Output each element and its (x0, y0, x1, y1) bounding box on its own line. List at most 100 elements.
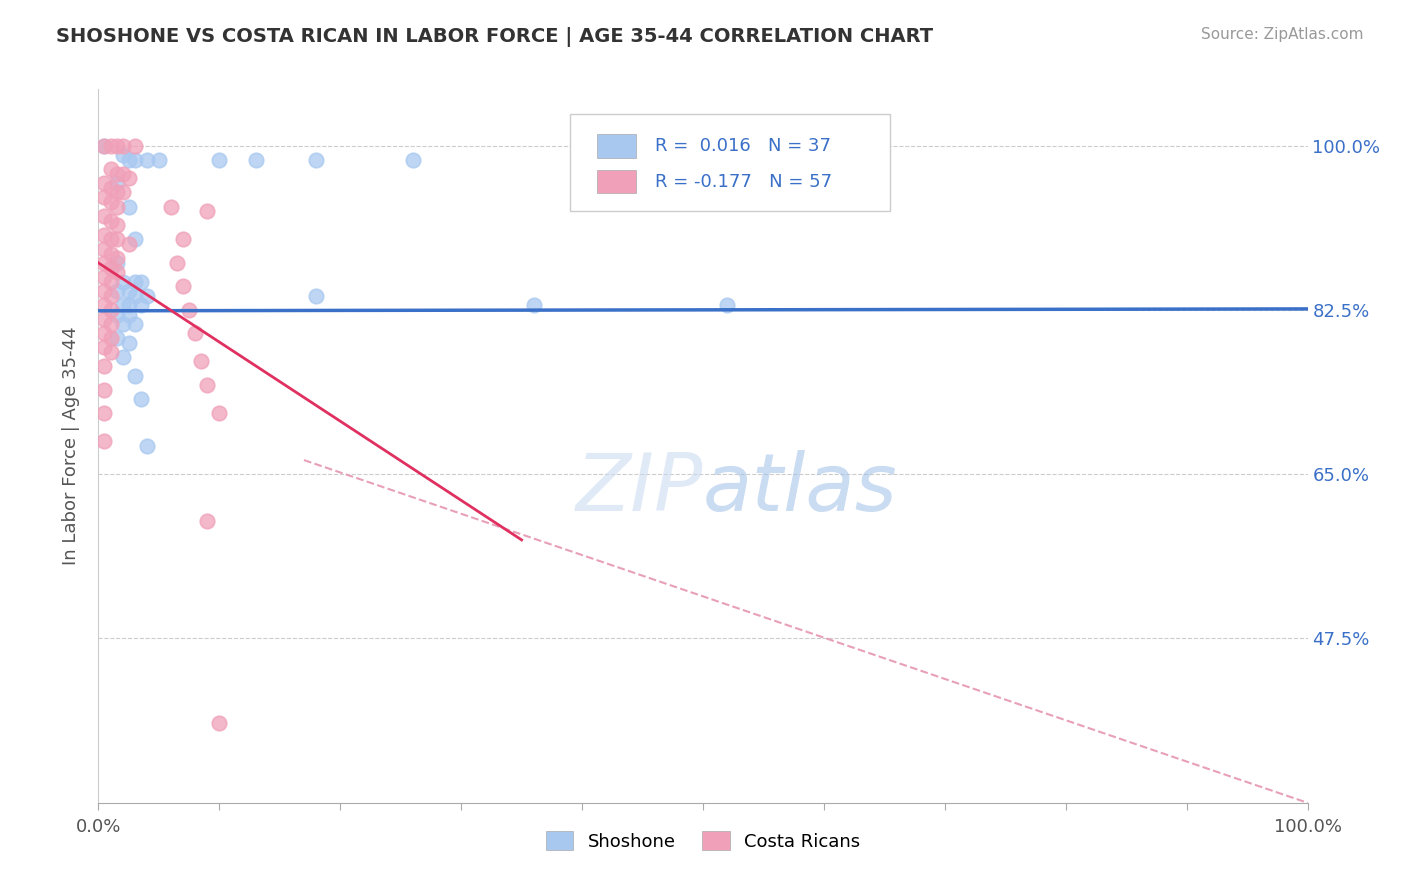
Point (105, 200, 128, 214)
Point (111, 138, 134, 153)
Text: SHOSHONE VS COSTA RICAN IN LABOR FORCE | AGE 35-44 CORRELATION CHART: SHOSHONE VS COSTA RICAN IN LABOR FORCE |… (56, 27, 934, 46)
Point (93, 340, 115, 354)
Point (100, 213, 122, 227)
Point (105, 219, 128, 233)
Point (124, 275, 146, 289)
FancyBboxPatch shape (596, 169, 637, 194)
Point (118, 298, 141, 312)
Y-axis label: In Labor Force | Age 35-44: In Labor Force | Age 35-44 (62, 326, 80, 566)
Legend: Shoshone, Costa Ricans: Shoshone, Costa Ricans (538, 824, 868, 858)
Point (93, 256, 115, 270)
Point (135, 439, 157, 453)
Text: ZIP: ZIP (575, 450, 703, 528)
Point (208, 716, 231, 731)
Text: R =  0.016   N = 37: R = 0.016 N = 37 (655, 137, 831, 155)
Point (124, 317, 146, 331)
Point (93, 242, 115, 256)
Point (105, 138, 128, 153)
Text: Source: ZipAtlas.com: Source: ZipAtlas.com (1201, 27, 1364, 42)
Point (93, 284, 115, 298)
Point (105, 251, 128, 265)
Point (111, 167, 134, 181)
Point (100, 275, 122, 289)
Point (105, 167, 128, 181)
Point (195, 204, 218, 219)
Point (135, 153, 157, 167)
Point (523, 298, 546, 312)
Point (100, 345, 122, 359)
Point (118, 308, 141, 322)
Point (105, 308, 128, 322)
Point (208, 406, 231, 420)
Point (100, 302, 122, 317)
Point (105, 176, 128, 190)
FancyBboxPatch shape (596, 134, 637, 158)
Point (124, 138, 146, 153)
Point (93, 326, 115, 341)
Point (208, 153, 231, 167)
Point (195, 378, 218, 392)
Point (111, 317, 134, 331)
Point (166, 256, 188, 270)
Point (93, 406, 115, 420)
Point (93, 312, 115, 326)
Point (118, 153, 141, 167)
Point (111, 148, 134, 162)
Point (93, 190, 115, 204)
Point (100, 289, 122, 303)
Point (129, 298, 152, 312)
Point (105, 256, 128, 270)
Point (93, 298, 115, 312)
Point (111, 350, 134, 364)
Point (118, 171, 141, 186)
Point (124, 232, 146, 246)
Point (111, 298, 134, 312)
Point (93, 383, 115, 397)
Point (118, 335, 141, 350)
Point (93, 434, 115, 449)
Point (148, 153, 170, 167)
Point (93, 227, 115, 242)
FancyBboxPatch shape (569, 114, 890, 211)
Point (100, 331, 122, 345)
Point (93, 359, 115, 374)
Point (129, 392, 152, 406)
Point (124, 368, 146, 383)
Point (100, 232, 122, 246)
Point (100, 317, 122, 331)
Point (402, 153, 425, 167)
Point (129, 275, 152, 289)
Point (245, 153, 267, 167)
Point (93, 138, 115, 153)
Point (716, 298, 738, 312)
Point (135, 289, 157, 303)
Point (100, 181, 122, 195)
Point (184, 326, 207, 341)
Point (93, 138, 115, 153)
Point (100, 246, 122, 260)
Point (111, 186, 134, 200)
Point (100, 260, 122, 275)
Point (195, 514, 218, 528)
Point (124, 153, 146, 167)
Point (93, 270, 115, 285)
Point (305, 289, 328, 303)
Point (118, 284, 141, 298)
Point (172, 232, 194, 246)
Point (100, 138, 122, 153)
Point (105, 265, 128, 279)
Point (100, 161, 122, 176)
Text: R = -0.177   N = 57: R = -0.177 N = 57 (655, 173, 832, 191)
Point (118, 237, 141, 252)
Point (305, 153, 328, 167)
Point (111, 275, 134, 289)
Point (100, 194, 122, 209)
Text: atlas: atlas (703, 450, 898, 528)
Point (93, 209, 115, 223)
Point (105, 232, 128, 246)
Point (105, 331, 128, 345)
Point (179, 302, 201, 317)
Point (172, 279, 194, 293)
Point (93, 176, 115, 190)
Point (124, 289, 146, 303)
